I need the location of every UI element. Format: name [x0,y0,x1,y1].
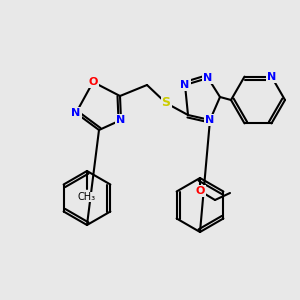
Text: S: S [161,97,170,110]
Text: CH₃: CH₃ [78,192,96,202]
Text: N: N [203,73,213,83]
Text: N: N [206,115,214,125]
Text: O: O [195,186,205,196]
Text: N: N [71,108,81,118]
Text: O: O [88,77,98,87]
Text: N: N [116,115,126,125]
Text: N: N [180,80,190,90]
Text: N: N [267,72,276,82]
